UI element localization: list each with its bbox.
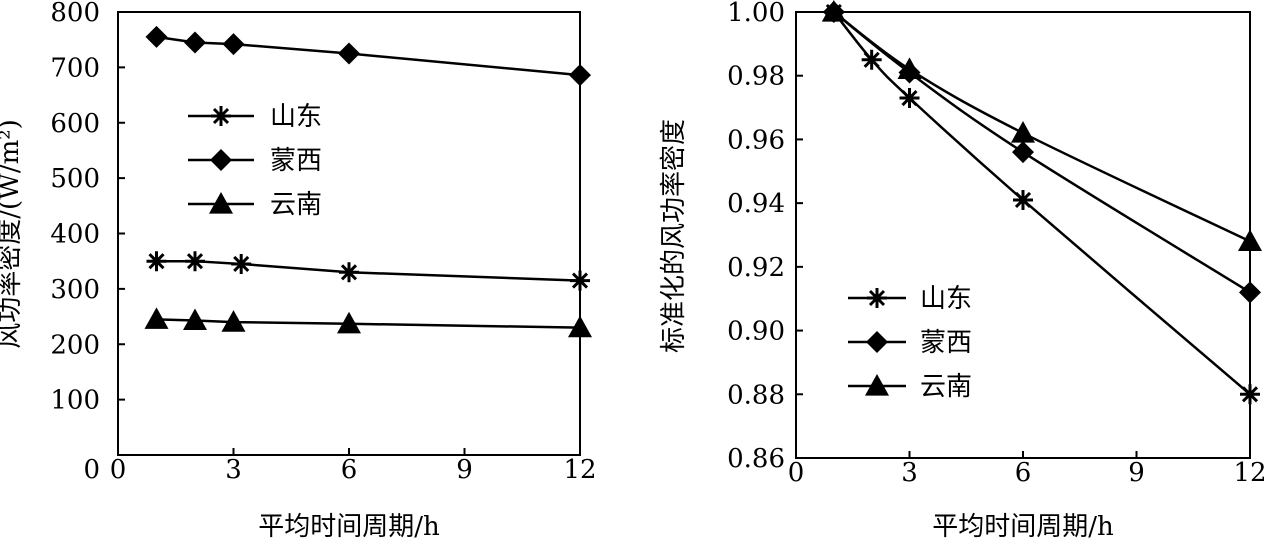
legend-entry-3: 云南 — [188, 190, 322, 220]
y-tick-label: 100 — [50, 386, 100, 416]
plot-frame — [117, 11, 581, 456]
y-tick-label: 1.00 — [727, 0, 785, 28]
data-point-triangle — [821, 0, 846, 22]
series-line — [833, 11, 1251, 243]
legend-entry-1: 山东 — [848, 284, 972, 314]
legend-marker-diamond — [210, 149, 232, 171]
series-2 — [145, 25, 591, 87]
data-point-diamond — [222, 33, 245, 56]
data-point-asterisk — [146, 251, 167, 272]
y-tick-label: 0.86 — [727, 444, 785, 474]
y-tick-label: 200 — [50, 330, 100, 360]
data-point-triangle — [144, 307, 169, 329]
y-tick-label: 700 — [50, 53, 100, 83]
y-tick-label: 0.88 — [727, 380, 785, 410]
legend-label: 云南 — [270, 190, 322, 220]
data-point-asterisk — [861, 49, 882, 70]
data-point-triangle — [1238, 229, 1262, 251]
y-tick-label: 0.94 — [727, 189, 785, 219]
x-tick-label: 6 — [1015, 458, 1032, 488]
series-line — [833, 11, 1251, 294]
legend-marker-diamond — [866, 331, 888, 353]
legend-marker-asterisk — [867, 288, 887, 308]
y-tick-label: 0.90 — [727, 317, 785, 347]
x-axis-title: 平均时间周期/h — [932, 512, 1114, 542]
data-point-triangle — [568, 315, 592, 338]
legend-entry-1: 山东 — [188, 102, 322, 132]
data-point-diamond — [145, 25, 168, 48]
series-line — [156, 35, 581, 77]
series-3 — [821, 0, 1262, 251]
data-point-asterisk — [185, 251, 205, 272]
plot-frame — [795, 11, 1251, 459]
legend-label: 蒙西 — [920, 328, 972, 358]
legend-label: 山东 — [270, 102, 322, 132]
data-point-asterisk — [899, 88, 920, 109]
x-tick-label: 0 — [788, 458, 805, 488]
data-point-diamond — [1012, 141, 1034, 164]
data-point-diamond — [1239, 281, 1261, 304]
data-point-asterisk — [570, 270, 590, 291]
x-tick-label: 3 — [901, 458, 918, 488]
x-tick-label: 12 — [563, 455, 596, 485]
data-point-diamond — [569, 64, 591, 87]
series-1 — [146, 251, 590, 291]
legend-marker-triangle — [209, 192, 233, 214]
chart-panel-1: 0 3 6 9 12 100 200 300 400 500 600 700 800 0 平均时间周期/h 风… — [0, 0, 597, 542]
series-1 — [823, 2, 1260, 405]
origin-label: 0 — [83, 455, 100, 485]
legend-entry-2: 蒙西 — [188, 146, 322, 176]
data-point-triangle — [1011, 121, 1035, 143]
legend-label: 蒙西 — [270, 146, 322, 176]
series-2 — [822, 1, 1261, 304]
x-tick-label: 3 — [225, 455, 242, 485]
x-tick-label: 0 — [110, 455, 127, 485]
chart-panel-2: 0 3 6 9 12 0.86 0.88 0.90 0.92 0.94 0.96 0.98 1.00 平均… — [659, 0, 1265, 542]
y-tick-label: 400 — [50, 220, 100, 250]
legend-label: 云南 — [920, 372, 972, 402]
data-point-triangle — [337, 311, 361, 334]
y-axis-title: 标准化的风功率密度 — [659, 119, 689, 353]
x-tick-label: 12 — [1233, 458, 1265, 488]
data-point-triangle — [183, 308, 207, 331]
data-point-triangle — [897, 57, 922, 79]
data-point-asterisk — [339, 262, 359, 283]
data-point-triangle — [221, 310, 246, 332]
x-tick-label: 9 — [1128, 458, 1145, 488]
legend-label: 山东 — [920, 284, 972, 314]
data-point-asterisk — [1013, 189, 1033, 210]
legend-marker-triangle — [865, 374, 889, 396]
x-tick-label: 6 — [341, 455, 358, 485]
data-point-asterisk — [1240, 384, 1260, 405]
y-tick-label: 800 — [50, 0, 100, 28]
legend-entry-3: 云南 — [848, 372, 972, 402]
series-line — [832, 11, 1251, 396]
legend-marker-asterisk — [211, 106, 231, 126]
y-tick-label: 300 — [50, 275, 100, 305]
series-line — [156, 259, 581, 282]
data-point-diamond — [184, 31, 206, 54]
y-tick-label: 0.92 — [727, 253, 785, 283]
legend-entry-2: 蒙西 — [848, 328, 972, 358]
y-axis-title: 风功率密度/(W/m²) — [0, 119, 25, 349]
x-tick-label: 9 — [456, 455, 473, 485]
y-tick-label: 600 — [50, 109, 100, 139]
y-tick-label: 500 — [50, 164, 100, 194]
x-axis-title: 平均时间周期/h — [258, 512, 440, 542]
series-line — [156, 318, 581, 329]
y-tick-label: 0.98 — [727, 62, 785, 92]
y-tick-label: 0.96 — [727, 125, 785, 155]
data-point-asterisk — [231, 253, 252, 274]
data-point-diamond — [338, 42, 360, 65]
series-3 — [144, 307, 592, 338]
